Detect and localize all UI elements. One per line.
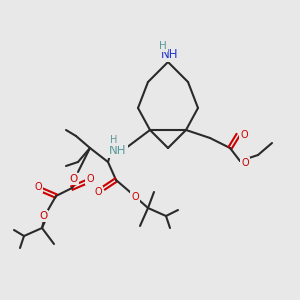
Text: O: O <box>94 187 102 197</box>
Text: O: O <box>70 174 78 184</box>
Text: O: O <box>241 158 249 168</box>
Text: NH: NH <box>109 143 127 157</box>
Text: O: O <box>34 182 42 192</box>
Text: O: O <box>131 192 139 202</box>
Text: H: H <box>159 41 167 51</box>
Text: O: O <box>39 211 47 221</box>
Text: O: O <box>240 130 248 140</box>
Text: H: H <box>110 135 118 145</box>
Text: NH: NH <box>161 47 179 61</box>
Text: O: O <box>86 174 94 184</box>
